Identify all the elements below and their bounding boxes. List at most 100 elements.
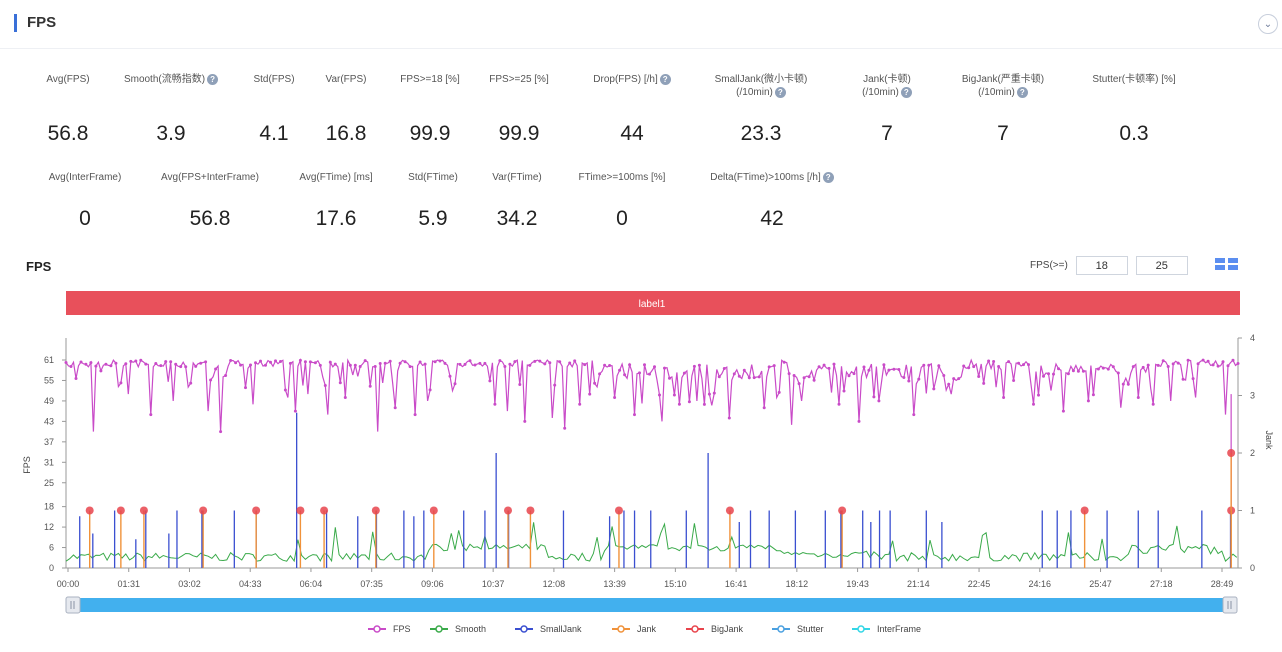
range-slider-left-handle[interactable]	[65, 596, 81, 614]
legend-item-jank[interactable]: Jank	[612, 624, 657, 634]
fps-threshold-input-1[interactable]	[1075, 256, 1128, 275]
fps-point	[219, 430, 223, 434]
y-tick-label-right: 3	[1250, 391, 1255, 401]
fps-point	[677, 402, 681, 406]
fps-point	[1032, 402, 1035, 406]
fps-point	[69, 365, 73, 368]
fps-point	[787, 372, 791, 376]
legend-swatch-dot	[617, 625, 625, 633]
chevron-down-icon[interactable]: ⌄	[1258, 14, 1278, 34]
range-slider-right-handle[interactable]	[1222, 596, 1238, 614]
legend-item-smalljank[interactable]: SmallJank	[515, 624, 582, 634]
fps-point	[1076, 369, 1080, 373]
fps-point	[453, 382, 457, 386]
fps-point	[1022, 363, 1025, 367]
fps-point	[1216, 364, 1220, 368]
help-icon[interactable]: ?	[774, 86, 786, 98]
stat-bigjank: BigJank(严重卡顿) (/10min)? 7	[923, 73, 1083, 147]
fps-threshold-input-2[interactable]	[1135, 256, 1188, 275]
fps-point	[244, 386, 247, 390]
grid-view-icon[interactable]	[1215, 258, 1239, 270]
fps-point	[752, 376, 756, 380]
help-icon[interactable]: ?	[207, 73, 219, 85]
fps-point	[862, 365, 866, 369]
stat-value: 7	[997, 122, 1009, 145]
x-tick-label: 00:00	[57, 579, 80, 589]
fps-point	[767, 365, 771, 369]
fps-point	[1116, 371, 1120, 375]
stat-label: Avg(FPS+InterFrame)	[161, 172, 259, 183]
stat-value: 3.9	[156, 122, 186, 145]
stat-label: Var(FTime)	[492, 172, 542, 183]
legend-item-interframe[interactable]: InterFrame	[852, 624, 921, 634]
fps-point	[777, 390, 781, 394]
stat-label-unit: (/10min)	[736, 87, 773, 98]
fps-point	[653, 365, 656, 369]
stat-label: Stutter(卡顿率) [%]	[1092, 74, 1176, 85]
stat-label: FTime>=100ms [%]	[578, 172, 666, 183]
x-tick-label: 25:47	[1089, 579, 1112, 589]
fps-point	[747, 376, 751, 380]
stat-label: FPS>=18 [%]	[400, 74, 460, 85]
fps-point	[837, 402, 841, 406]
stat-label: Std(FPS)	[253, 74, 295, 85]
fps-point	[104, 362, 108, 366]
fps-point	[1037, 393, 1040, 397]
fps-point	[1211, 363, 1215, 367]
fps-point	[488, 379, 492, 383]
legend-item-bigjank[interactable]: BigJank	[686, 624, 744, 634]
legend-item-smooth[interactable]: Smooth	[430, 624, 486, 634]
stat-value: 99.9	[409, 122, 451, 145]
fps-point	[1181, 377, 1185, 381]
fps-point	[812, 378, 816, 382]
fps-point	[184, 365, 188, 369]
fps-point	[353, 363, 357, 367]
fps-point	[318, 363, 322, 367]
help-icon[interactable]: ?	[822, 171, 834, 183]
fps-point	[229, 359, 233, 362]
stat-value: 42	[760, 207, 784, 230]
y-tick-label-right: 0	[1250, 563, 1255, 573]
legend-item-fps[interactable]: FPS	[368, 624, 411, 634]
help-icon[interactable]: ?	[659, 73, 671, 85]
big-jank-marker	[429, 506, 438, 515]
fps-point	[224, 374, 228, 377]
fps-point	[1111, 365, 1115, 369]
fps-point	[433, 360, 437, 364]
fps-point	[1141, 365, 1145, 369]
stat-stutter: Stutter(卡顿率) [%] 0.3	[1054, 73, 1214, 147]
stat-avg-ftime-ms: Avg(FTime) [ms] 17.6	[256, 171, 416, 232]
fps-point	[638, 371, 641, 375]
y-tick-label-left: 37	[44, 437, 54, 447]
fps-point	[668, 376, 671, 380]
fps-point	[707, 392, 711, 396]
x-tick-label: 03:02	[178, 579, 201, 589]
fps-point	[663, 366, 666, 370]
y-tick-label-right: 2	[1250, 448, 1255, 458]
help-icon[interactable]: ?	[900, 86, 912, 98]
fps-point	[1176, 361, 1180, 365]
legend-item-stutter[interactable]: Stutter	[772, 624, 824, 634]
fps-point	[79, 360, 83, 364]
legend-swatch-dot	[777, 625, 785, 633]
fps-point	[274, 359, 277, 363]
x-tick-label: 21:14	[907, 579, 930, 589]
fps-point	[872, 395, 876, 399]
fps-point	[323, 384, 327, 387]
legend-label: Stutter	[797, 624, 824, 634]
stat-value: 17.6	[315, 207, 357, 230]
fps-point	[722, 367, 726, 370]
fps-point	[608, 364, 612, 367]
fps-point	[1131, 365, 1135, 369]
stat-value: 4.1	[259, 122, 289, 145]
help-icon[interactable]: ?	[1016, 86, 1028, 98]
fps-point	[852, 372, 856, 376]
fps-point	[1206, 359, 1210, 363]
fps-point	[1042, 374, 1045, 378]
fps-point	[134, 359, 138, 363]
fps-point	[827, 366, 831, 370]
fps-point	[114, 361, 118, 365]
big-jank-marker	[139, 506, 148, 515]
fps-point	[308, 360, 312, 364]
fps-point	[942, 374, 946, 377]
